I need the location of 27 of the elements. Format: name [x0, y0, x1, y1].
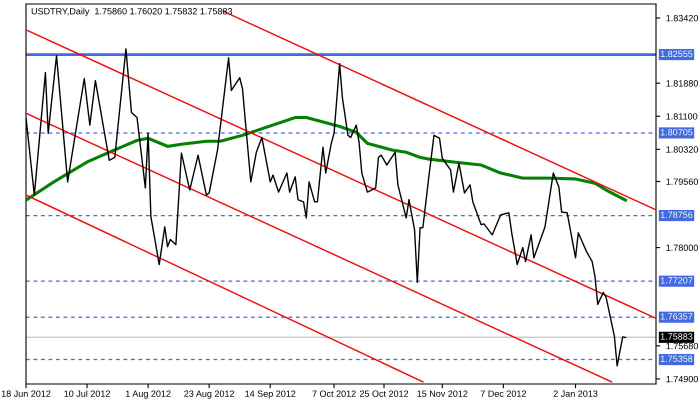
x-tick-label: 18 Jun 2012 [2, 390, 50, 397]
ref-line-label: 1.75358 [660, 356, 692, 362]
y-tick-label: 1.78000 [666, 244, 698, 251]
x-tick-label: 23 Aug 2012 [184, 390, 234, 399]
line-series [26, 116, 627, 202]
y-tick-label: 1.74900 [666, 376, 698, 382]
y-tick-label: 1.83420 [666, 14, 698, 22]
chart-title: USDTRY,Daily 1.75860 1.76020 1.75832 1.75883 [32, 8, 232, 16]
x-tick-label: 15 Nov 2012 [417, 390, 468, 397]
x-tick-label: 25 Oct 2012 [360, 390, 408, 397]
ref-line-label: 1.80705 [660, 129, 692, 136]
x-tick-label: 14 Sep 2012 [245, 390, 296, 399]
y-tick-label: 1.81100 [666, 113, 698, 120]
x-tick-label: 2 Jan 2013 [554, 390, 598, 397]
y-tick-label: 1.79560 [666, 178, 698, 185]
x-tick-label: 10 Jul 2012 [64, 390, 110, 397]
y-tick-label: 1.80320 [666, 146, 698, 153]
ref-line-label: 1.82555 [660, 50, 692, 58]
ref-line-label: 1.76357 [660, 313, 692, 320]
ref-line-label: 1.78756 [660, 212, 692, 218]
x-tick-label: 7 Dec 2012 [480, 390, 526, 397]
y-tick-label: 1.75680 [666, 342, 698, 350]
x-tick-label: 7 Oct 2012 [312, 390, 356, 397]
y-tick-label: 1.81880 [666, 80, 698, 87]
ref-line-label: 1.75883 [660, 333, 692, 340]
ref-line-label: 1.77207 [660, 277, 692, 284]
x-tick-label: 1 Aug 2012 [126, 390, 171, 399]
